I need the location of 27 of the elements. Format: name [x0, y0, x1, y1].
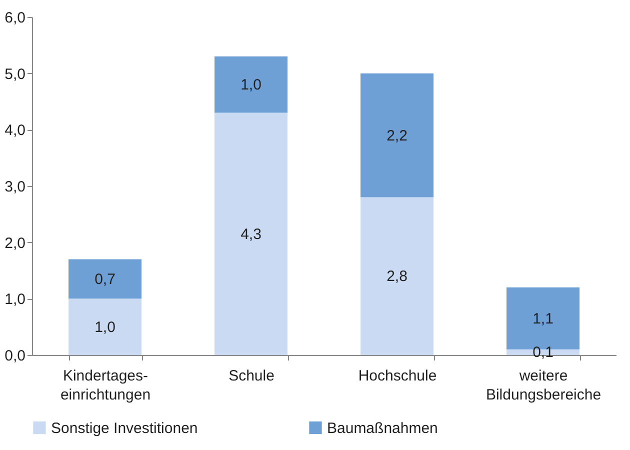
x-tick-label: Hochschule: [358, 368, 437, 384]
data-label: 2,2: [386, 127, 408, 144]
y-tick-label: 2,0: [4, 234, 26, 252]
bar: [360, 197, 434, 355]
y-tick-label: 3,0: [4, 178, 26, 196]
y-tick-label: 4,0: [4, 122, 26, 140]
data-label: 4,3: [240, 226, 262, 243]
y-tick-label: 0,0: [4, 348, 26, 364]
data-label: 1,0: [94, 318, 116, 336]
x-tick-label: Schule: [228, 368, 274, 384]
bar: [360, 73, 434, 198]
data-label: 2,8: [386, 268, 408, 286]
bar: [214, 56, 288, 113]
x-tick-label: Kindertages- einrichtungen: [60, 368, 151, 404]
legend-label: Baumaßnahmen: [327, 420, 438, 437]
bar: [68, 298, 142, 355]
bar: [214, 112, 288, 355]
data-label: 1,0: [240, 76, 262, 94]
y-tick-label: 6,0: [4, 10, 26, 26]
legend-label: Sonstige Investitionen: [51, 420, 198, 437]
data-label: 1,1: [532, 310, 554, 328]
data-label: 0,1: [532, 344, 554, 362]
bar: [68, 259, 142, 299]
x-tick-label: weitere Bildungsbereiche: [486, 368, 602, 404]
y-tick-label: 5,0: [4, 66, 26, 83]
y-tick-label: 1,0: [4, 291, 26, 308]
data-label: 0,7: [94, 270, 116, 288]
